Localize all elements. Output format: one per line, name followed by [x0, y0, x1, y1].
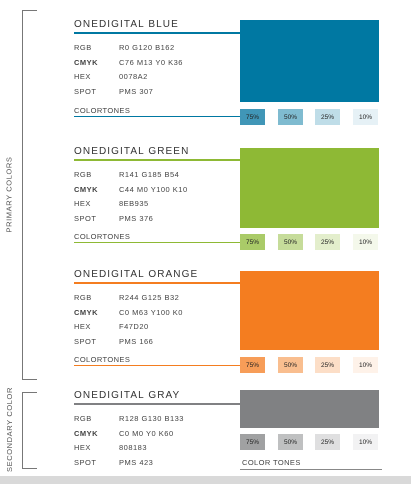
tone-swatch-75: 75%: [240, 357, 265, 373]
tone-swatch-10: 10%: [353, 109, 378, 125]
hex-label: HEX: [74, 322, 91, 332]
main-color-swatch: [240, 148, 379, 228]
rgb-value: R128 G130 B133: [119, 414, 184, 423]
secondary-color-bracket: [22, 392, 37, 469]
colortones-rule: [240, 469, 382, 470]
tone-swatch-50: 50%: [278, 434, 303, 450]
tone-swatch-75: 75%: [240, 434, 265, 450]
tone-swatch-25: 25%: [315, 109, 340, 125]
section-title: ONEDIGITAL BLUE: [74, 19, 179, 30]
colortones-label: COLOR TONES: [242, 458, 301, 467]
main-color-swatch: [240, 20, 379, 102]
cmyk-label: CMYK: [74, 307, 99, 317]
spot-value: PMS 423: [119, 457, 154, 467]
section-blue: ONEDIGITAL BLUE RGB R0 G120 B162 CMYK C76 …: [0, 19, 411, 129]
cmyk-label: CMYK: [74, 184, 99, 194]
hex-value: 0078A2: [119, 72, 148, 82]
cmyk-label: CMYK: [74, 428, 99, 438]
colortones-label: COLORTONES: [74, 232, 131, 241]
colortones-label: COLORTONES: [74, 106, 131, 115]
colortones-label: COLORTONES: [74, 355, 131, 364]
hex-value: 808183: [119, 443, 148, 453]
tone-swatch-75: 75%: [240, 109, 265, 125]
page-bottom-bar: [0, 476, 411, 484]
spot-value: PMS 307: [119, 86, 154, 96]
rgb-value: R244 G125 B32: [119, 293, 180, 302]
title-rule: [74, 403, 242, 405]
tone-swatch-50: 50%: [278, 109, 303, 125]
cmyk-value: C76 M13 Y0 K36: [119, 57, 183, 67]
rgb-value: R141 G185 B54: [119, 170, 180, 179]
tone-swatch-10: 10%: [353, 434, 378, 450]
tone-swatch-25: 25%: [315, 234, 340, 250]
section-orange: ONEDIGITAL ORANGE RGB R244 G125 B32 CMYK C…: [0, 269, 411, 379]
section-green: ONEDIGITAL GREEN RGB R141 G185 B54 CMYK C4…: [0, 146, 411, 256]
spot-label: SPOT: [74, 86, 97, 96]
colortones-rule: [74, 365, 240, 366]
tone-swatch-75: 75%: [240, 234, 265, 250]
section-title: ONEDIGITAL GRAY: [74, 390, 181, 401]
tone-swatch-10: 10%: [353, 234, 378, 250]
color-specs: RGB R141 G185 B54 CMYK C44 M0 Y100 K10 HEX…: [74, 168, 188, 226]
rgb-label: RGB: [74, 43, 92, 52]
tone-swatch-25: 25%: [315, 357, 340, 373]
spot-value: PMS 376: [119, 213, 154, 223]
spot-label: SPOT: [74, 457, 97, 467]
tone-swatch-25: 25%: [315, 434, 340, 450]
spot-label: SPOT: [74, 213, 97, 223]
hex-label: HEX: [74, 72, 91, 82]
rgb-label: RGB: [74, 293, 92, 302]
color-specs: RGB R244 G125 B32 CMYK C0 M63 Y100 K0 HEX F…: [74, 291, 183, 349]
hex-label: HEX: [74, 443, 91, 453]
hex-label: HEX: [74, 199, 91, 209]
colortones-rule: [74, 116, 240, 117]
tone-swatch-50: 50%: [278, 357, 303, 373]
cmyk-value: C44 M0 Y100 K10: [119, 184, 188, 194]
colortones-rule: [74, 242, 240, 243]
rgb-label: RGB: [74, 170, 92, 179]
tone-swatch-50: 50%: [278, 234, 303, 250]
main-color-swatch: [240, 390, 379, 428]
spot-label: SPOT: [74, 336, 97, 346]
rgb-label: RGB: [74, 414, 92, 423]
title-rule: [74, 282, 242, 284]
section-gray: ONEDIGITAL GRAY RGB R128 G130 B133 CMYK C0…: [0, 390, 411, 476]
hex-value: 8EB935: [119, 199, 149, 209]
hex-value: F47D20: [119, 322, 149, 332]
cmyk-value: C0 M0 Y0 K60: [119, 428, 174, 438]
section-title: ONEDIGITAL ORANGE: [74, 269, 199, 280]
main-color-swatch: [240, 271, 379, 350]
cmyk-label: CMYK: [74, 57, 99, 67]
primary-colors-bracket: [22, 10, 37, 380]
color-specs: RGB R0 G120 B162 CMYK C76 M13 Y0 K36 HEX 00…: [74, 41, 183, 99]
color-specs: RGB R128 G130 B133 CMYK C0 M0 Y0 K60 HEX 80…: [74, 412, 184, 470]
cmyk-value: C0 M63 Y100 K0: [119, 307, 183, 317]
spot-value: PMS 166: [119, 336, 154, 346]
rgb-value: R0 G120 B162: [119, 43, 175, 52]
tone-swatch-10: 10%: [353, 357, 378, 373]
section-title: ONEDIGITAL GREEN: [74, 146, 190, 157]
title-rule: [74, 159, 242, 161]
title-rule: [74, 32, 242, 34]
